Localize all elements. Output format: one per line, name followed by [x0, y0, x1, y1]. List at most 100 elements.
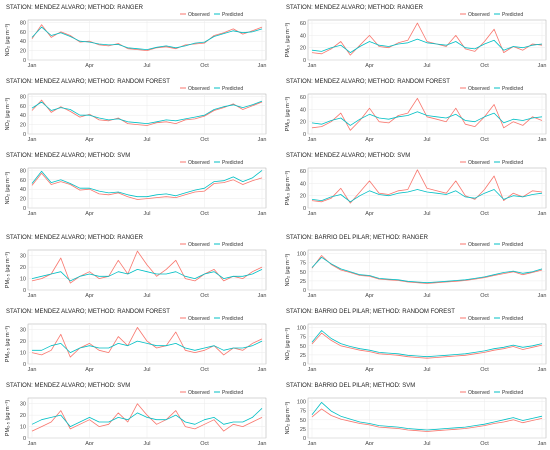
x-tick-label: Oct — [200, 367, 209, 373]
chart-title: STATION: MENDEZ ALVARO; METHOD: RANGER — [6, 5, 144, 11]
series-line-observed — [311, 255, 543, 284]
x-tick-label: Oct — [200, 441, 209, 445]
chart-title: STATION: MENDEZ ALVARO; METHOD: RANGER — [286, 5, 424, 11]
y-axis-label: PM₁₀ (μg m⁻³) — [285, 97, 291, 132]
y-tick-label: 40 — [20, 39, 26, 45]
legend-label-observed: Observed — [188, 316, 210, 322]
series-line-observed — [31, 250, 263, 284]
series-line-predicted — [311, 189, 543, 203]
legend-label-predicted: Predicted — [222, 86, 243, 92]
chart-panel-12: STATION: BARRIO DEL PILAR; METHOD: SVM Ob… — [285, 383, 546, 447]
x-tick-label: Jan — [28, 137, 37, 143]
x-tick-label: Jul — [143, 137, 150, 143]
x-tick-label: Jan — [28, 293, 37, 299]
chart-panel-4: STATION: MENDEZ ALVARO; METHOD: RANDOM F… — [285, 79, 546, 143]
y-tick-label: 10 — [20, 425, 26, 431]
y-axis-label: PM₁₀ (μg m⁻³) — [285, 23, 291, 58]
x-tick-label: Jul — [423, 137, 430, 143]
y-tick-label: 75 — [300, 261, 306, 267]
chart-title: STATION: BARRIO DEL PILAR; METHOD: RANGE… — [286, 235, 429, 241]
x-tick-label: Jan — [258, 367, 267, 373]
x-tick-label: Jul — [143, 367, 150, 373]
y-tick-label: 0 — [303, 206, 306, 212]
chart-panel-5: STATION: MENDEZ ALVARO; METHOD: SVM Obser… — [5, 153, 266, 217]
chart-panel-6: STATION: MENDEZ ALVARO; METHOD: SVM Obser… — [285, 153, 546, 217]
chart-title: STATION: MENDEZ ALVARO; METHOD: SVM — [6, 153, 130, 159]
y-tick-label: 40 — [300, 33, 306, 39]
x-tick-label: Jul — [423, 293, 430, 299]
series-line-predicted — [31, 170, 263, 198]
legend-label-observed: Observed — [188, 86, 210, 92]
series-line-predicted — [311, 38, 543, 53]
y-tick-label: 20 — [20, 413, 26, 419]
x-tick-label: Oct — [480, 367, 489, 373]
x-tick-label: Jan — [28, 211, 37, 217]
x-tick-label: Apr — [85, 367, 94, 373]
chart-title: STATION: MENDEZ ALVARO; METHOD: SVM — [286, 153, 410, 159]
legend-label-predicted: Predicted — [222, 242, 243, 248]
series-line-predicted — [311, 330, 543, 358]
y-tick-label: 40 — [300, 181, 306, 187]
y-axis-label: NO₂ (μg m⁻³) — [285, 402, 291, 435]
y-tick-label: 20 — [20, 197, 26, 203]
x-tick-label: Oct — [480, 293, 489, 299]
legend-label-observed: Observed — [468, 86, 490, 92]
x-tick-label: Jan — [308, 293, 317, 299]
x-tick-label: Jan — [258, 211, 267, 217]
chart-panel-3: STATION: MENDEZ ALVARO; METHOD: RANDOM F… — [5, 79, 266, 143]
y-tick-label: 0 — [303, 288, 306, 294]
x-tick-label: Jan — [28, 441, 37, 445]
y-tick-label: 0 — [23, 58, 26, 64]
x-tick-label: Jan — [258, 441, 267, 445]
y-tick-label: 30 — [20, 254, 26, 260]
y-tick-label: 20 — [20, 265, 26, 271]
x-tick-label: Jan — [28, 367, 37, 373]
legend-label-predicted: Predicted — [222, 160, 243, 166]
legend-label-observed: Observed — [188, 160, 210, 166]
series-line-predicted — [311, 256, 543, 284]
y-axis-label: PM₁₀ (μg m⁻³) — [285, 171, 291, 206]
legend-label-predicted: Predicted — [502, 242, 523, 248]
legend-label-predicted: Predicted — [222, 390, 243, 396]
y-tick-label: 50 — [300, 344, 306, 350]
x-tick-label: Jul — [423, 367, 430, 373]
chart-panel-9: STATION: MENDEZ ALVARO; METHOD: RANDOM F… — [5, 309, 266, 373]
x-tick-label: Apr — [85, 63, 94, 69]
x-tick-label: Jan — [258, 63, 267, 69]
y-axis-label: NO₂ (μg m⁻³) — [285, 328, 291, 361]
x-tick-label: Apr — [365, 367, 374, 373]
series-line-observed — [311, 22, 543, 56]
y-tick-label: 60 — [300, 169, 306, 175]
chart-title: STATION: MENDEZ ALVARO; METHOD: RANDOM F… — [6, 309, 170, 315]
x-tick-label: Oct — [200, 293, 209, 299]
x-tick-label: Jul — [423, 63, 430, 69]
chart-panel-1: STATION: MENDEZ ALVARO; METHOD: RANGER Ob… — [5, 5, 266, 69]
x-tick-label: Oct — [480, 63, 489, 69]
legend-label-observed: Observed — [188, 12, 210, 18]
chart-panel-10: STATION: BARRIO DEL PILAR; METHOD: RANDO… — [285, 309, 546, 373]
legend-label-observed: Observed — [188, 390, 210, 396]
y-tick-label: 0 — [23, 132, 26, 138]
x-tick-label: Apr — [85, 293, 94, 299]
x-tick-label: Apr — [365, 293, 374, 299]
x-tick-label: Jan — [538, 63, 547, 69]
x-tick-label: Oct — [480, 137, 489, 143]
y-axis-label: PM₂.₅ (μg m⁻³) — [5, 252, 11, 289]
chart-title: STATION: MENDEZ ALVARO; METHOD: RANDOM F… — [286, 79, 450, 85]
y-tick-label: 80 — [20, 168, 26, 174]
chart-panel-11: STATION: MENDEZ ALVARO; METHOD: SVM Obser… — [5, 383, 267, 447]
chart-panel-7: STATION: MENDEZ ALVARO; METHOD: RANGER Ob… — [5, 235, 266, 299]
y-tick-label: 0 — [303, 58, 306, 64]
chart-panel-2: STATION: MENDEZ ALVARO; METHOD: RANGER Ob… — [285, 5, 546, 69]
y-tick-label: 80 — [20, 20, 26, 26]
y-tick-label: 60 — [20, 178, 26, 184]
y-tick-label: 0 — [23, 362, 26, 368]
y-tick-label: 50 — [300, 418, 306, 424]
series-line-observed — [311, 408, 543, 432]
series-line-observed — [31, 172, 263, 200]
y-tick-label: 40 — [20, 187, 26, 193]
y-tick-label: 60 — [300, 95, 306, 101]
y-tick-label: 40 — [20, 113, 26, 119]
x-tick-label: Jan — [308, 63, 317, 69]
